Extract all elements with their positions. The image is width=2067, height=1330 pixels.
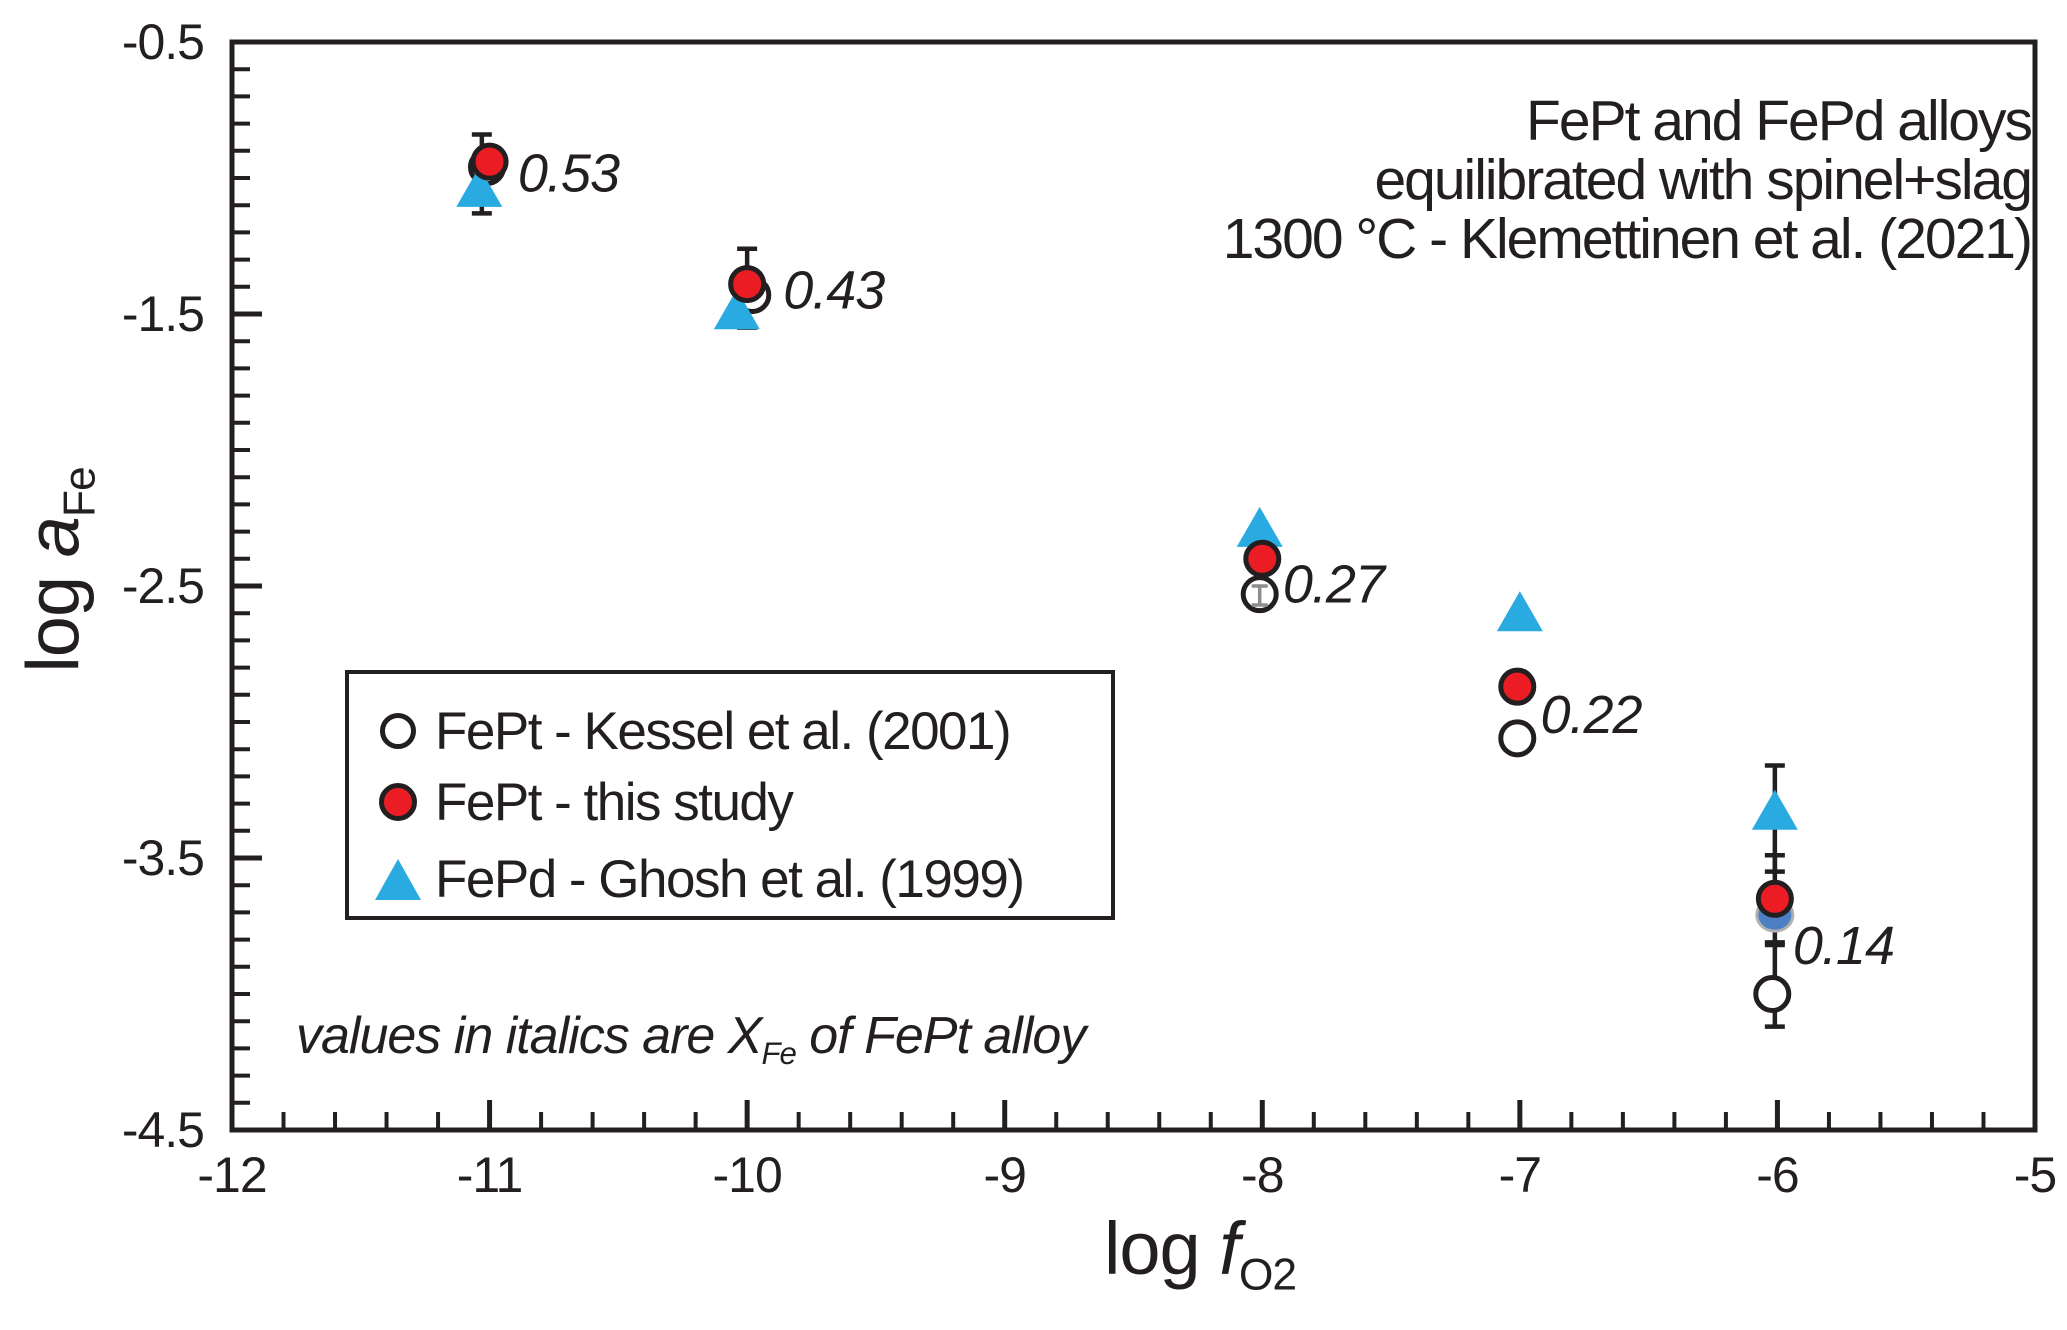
xfe-point-label: 0.22 — [1540, 685, 1642, 745]
data-point-blue-triangle — [1751, 789, 1798, 830]
x-tick-label: -5 — [2014, 1147, 2056, 1203]
x-axis-label: log fO2 — [1103, 1207, 1297, 1300]
y-tick-label: -1.5 — [122, 286, 204, 342]
data-point-red-circle — [1243, 539, 1282, 578]
plot-title-line-2: equilibrated with spinel+slag — [1374, 148, 2033, 212]
italics-note: values in italics are XFe of FePt alloy — [296, 1007, 1086, 1071]
xfe-point-label: 0.53 — [518, 144, 620, 204]
legend-label: FePt - Kessel et al. (2001) — [435, 701, 1012, 761]
data-point-open-circle — [1753, 975, 1792, 1013]
plot-title-line-1: FePt and FePd alloys — [1526, 89, 2033, 153]
x-tick-label: -11 — [457, 1147, 523, 1203]
legend-box: FePt - Kessel et al. (2001) FePt - this … — [345, 670, 1115, 920]
red-circle-series-group — [470, 142, 1794, 918]
x-tick-label: -12 — [197, 1147, 266, 1203]
x-tick-label: -9 — [983, 1147, 1025, 1203]
open-circle-icon — [380, 713, 416, 749]
data-point-blue-triangle — [1236, 506, 1283, 547]
y-tick-label: -0.5 — [122, 14, 204, 70]
y-tick-label: -4.5 — [122, 1102, 204, 1158]
blue-triangle-icon — [375, 858, 421, 900]
data-point-blue-triangle — [713, 289, 760, 330]
y-tick-label: -2.5 — [122, 558, 204, 614]
red-circle-icon — [379, 783, 417, 821]
axes-group — [229, 39, 2038, 1133]
legend-label: FePd - Ghosh et al. (1999) — [435, 849, 1025, 909]
plot-title-line-3: 1300 °C - Klemettinen et al. (2021) — [1222, 207, 2033, 271]
x-tick-label: -6 — [1756, 1147, 1798, 1203]
data-point-open-circle — [1498, 719, 1537, 758]
data-point-red-circle — [1755, 879, 1794, 918]
data-point-blue-triangle — [1496, 591, 1543, 632]
xfe-point-label: 0.43 — [783, 261, 885, 321]
legend-label: FePt - this study — [435, 772, 794, 832]
y-tick-label: -3.5 — [122, 830, 204, 886]
x-tick-label: -7 — [1499, 1147, 1541, 1203]
data-point-blue-triangle — [456, 166, 503, 207]
legend-item-ghosh: FePd - Ghosh et al. (1999) — [349, 849, 1111, 909]
legend-item-kessel: FePt - Kessel et al. (2001) — [349, 701, 1111, 761]
tick-labels-group: -12 -11 -10 -9 -8 -7 -6 -5 -0.5 -1.5 -2.5 -3.5 -4.5 — [122, 14, 2057, 1203]
y-axis-label: log aFe — [11, 467, 105, 673]
note-subscript: Fe — [761, 1035, 796, 1071]
data-point-red-circle — [1498, 667, 1537, 706]
x-tick-label: -10 — [713, 1147, 782, 1203]
plot-title: FePt and FePd alloys equilibrated with s… — [1222, 89, 2033, 271]
x-tick-label: -8 — [1241, 1147, 1283, 1203]
data-point-red-circle — [470, 142, 509, 181]
triangle-series-group — [456, 166, 1798, 830]
data-point-red-circle — [728, 265, 767, 304]
xfe-point-label: 0.27 — [1283, 554, 1387, 614]
point-labels-group: 0.53 0.43 0.27 0.22 0.14 — [518, 144, 1895, 976]
gray-error-bar-group — [1251, 584, 1268, 607]
legend-item-this-study: FePt - this study — [349, 772, 1111, 832]
xfe-point-label: 0.14 — [1793, 916, 1894, 976]
